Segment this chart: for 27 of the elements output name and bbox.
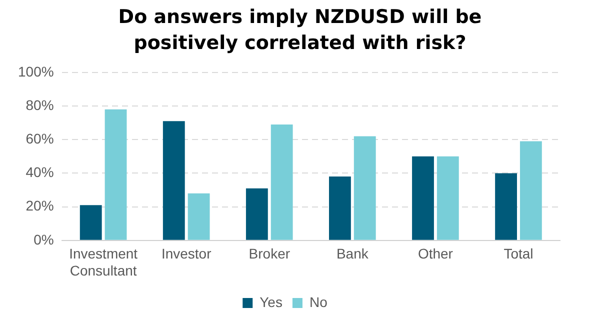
y-tick-label: 0%	[34, 231, 54, 248]
bar	[520, 141, 542, 240]
bar	[188, 193, 210, 240]
y-tick-label: 40%	[26, 164, 54, 180]
y-tick-label: 100%	[18, 63, 54, 80]
legend-label: Yes	[260, 294, 282, 310]
bar	[104, 109, 127, 240]
x-tick-label: Total	[504, 246, 534, 262]
y-tick-label: 20%	[26, 198, 54, 214]
y-tick-label: 80%	[26, 96, 54, 113]
x-tick-label: Other	[418, 246, 454, 262]
bar	[270, 124, 293, 240]
x-tick-label: Investment Consultant	[69, 246, 138, 278]
bar	[80, 205, 102, 240]
bar	[329, 176, 351, 240]
chart-title: Do answers imply NZDUSD will be positively correlated with risk?	[117, 5, 483, 56]
bar	[495, 173, 517, 240]
legend-label: No	[309, 294, 328, 310]
x-tick-label: Investor	[161, 246, 212, 262]
x-tick-label: Broker	[248, 246, 290, 262]
bar	[246, 188, 268, 240]
bar	[354, 136, 376, 240]
bar	[412, 156, 434, 240]
bar	[436, 156, 459, 240]
x-tick-label: Bank	[336, 246, 370, 262]
y-tick-label: 60%	[26, 130, 54, 146]
bar	[162, 121, 185, 240]
